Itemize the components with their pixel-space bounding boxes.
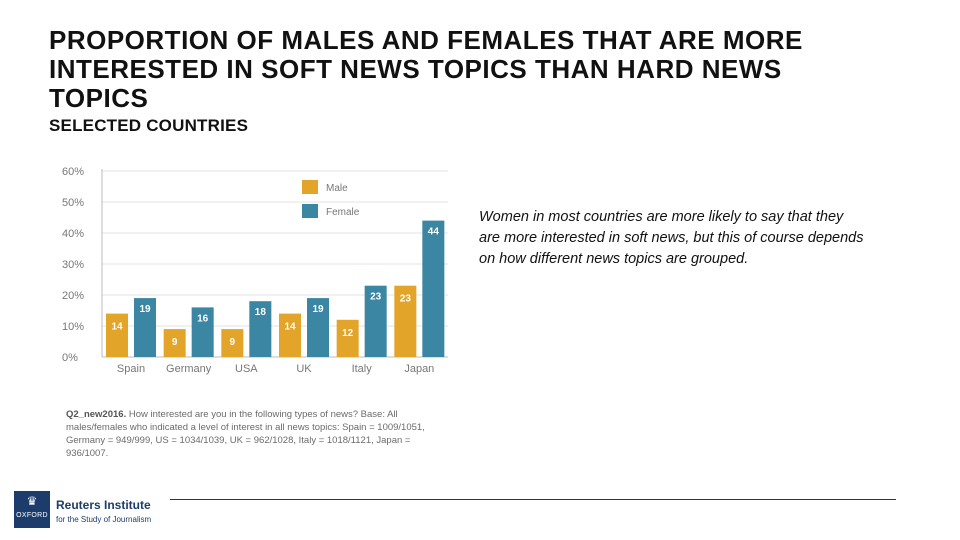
data-label: 9 <box>172 337 178 348</box>
bar-female <box>364 285 387 357</box>
data-label: 14 <box>284 322 296 333</box>
data-label: 14 <box>111 322 123 333</box>
bar-female <box>422 220 445 357</box>
bar-female <box>307 298 329 357</box>
y-tick-label: 40% <box>62 228 84 240</box>
y-tick-label: 60% <box>62 166 84 178</box>
bar-male <box>336 319 359 357</box>
data-label: 23 <box>400 294 412 305</box>
bar-female <box>191 307 214 357</box>
chart-subtitle: SELECTED COUNTRIES <box>49 116 249 135</box>
legend-swatch <box>302 204 318 218</box>
legend-label: Male <box>326 183 348 194</box>
reuters-institute-logo: ♛ OXFORD Reuters Institute for the Study… <box>14 491 154 531</box>
logo-name: Reuters Institute <box>56 498 151 512</box>
y-tick-label: 20% <box>62 290 84 302</box>
legend-label: Female <box>326 207 360 218</box>
x-tick-label: Spain <box>117 363 145 375</box>
survey-note: Q2_new2016. How interested are you in th… <box>66 408 451 460</box>
x-tick-label: Italy <box>352 363 373 375</box>
y-tick-label: 10% <box>62 321 84 333</box>
x-tick-label: Japan <box>404 363 434 375</box>
x-tick-label: USA <box>235 363 258 375</box>
chart-title: PROPORTION OF MALES AND FEMALES THAT ARE… <box>49 25 803 113</box>
crest-label: OXFORD <box>16 512 48 519</box>
legend-swatch <box>302 180 318 194</box>
data-label: 9 <box>230 337 236 348</box>
logo-subtitle: for the Study of Journalism <box>56 515 152 524</box>
bar-female <box>249 301 272 357</box>
y-tick-label: 50% <box>62 197 84 209</box>
y-tick-label: 0% <box>62 352 78 364</box>
bar-male <box>394 285 417 357</box>
data-label: 44 <box>428 227 440 238</box>
y-tick-label: 30% <box>62 259 84 271</box>
data-label: 19 <box>312 304 324 315</box>
bar-chart: 0% 10% 20% 30% 40% 50% 60% 14 19 Spain 9 16 Germany 9… <box>62 166 448 375</box>
x-tick-label: UK <box>296 363 312 375</box>
footer-divider <box>170 499 896 500</box>
x-tick-label: Germany <box>166 363 212 375</box>
oxford-crest-icon: ♛ OXFORD <box>14 491 50 528</box>
data-label: 19 <box>139 304 151 315</box>
annotation-text: Women in most countries are more likely … <box>479 209 864 267</box>
bar-male <box>106 313 128 357</box>
bar-female <box>134 298 156 357</box>
bar-male <box>163 329 186 357</box>
question-code: Q2_new2016. <box>66 409 127 420</box>
data-label: 23 <box>370 292 382 303</box>
question-text: How interested are you in the following … <box>66 409 425 459</box>
data-label: 12 <box>342 328 354 339</box>
bar-male <box>221 329 244 357</box>
data-label: 18 <box>255 307 267 318</box>
bar-male <box>279 313 301 357</box>
data-label: 16 <box>197 313 209 324</box>
